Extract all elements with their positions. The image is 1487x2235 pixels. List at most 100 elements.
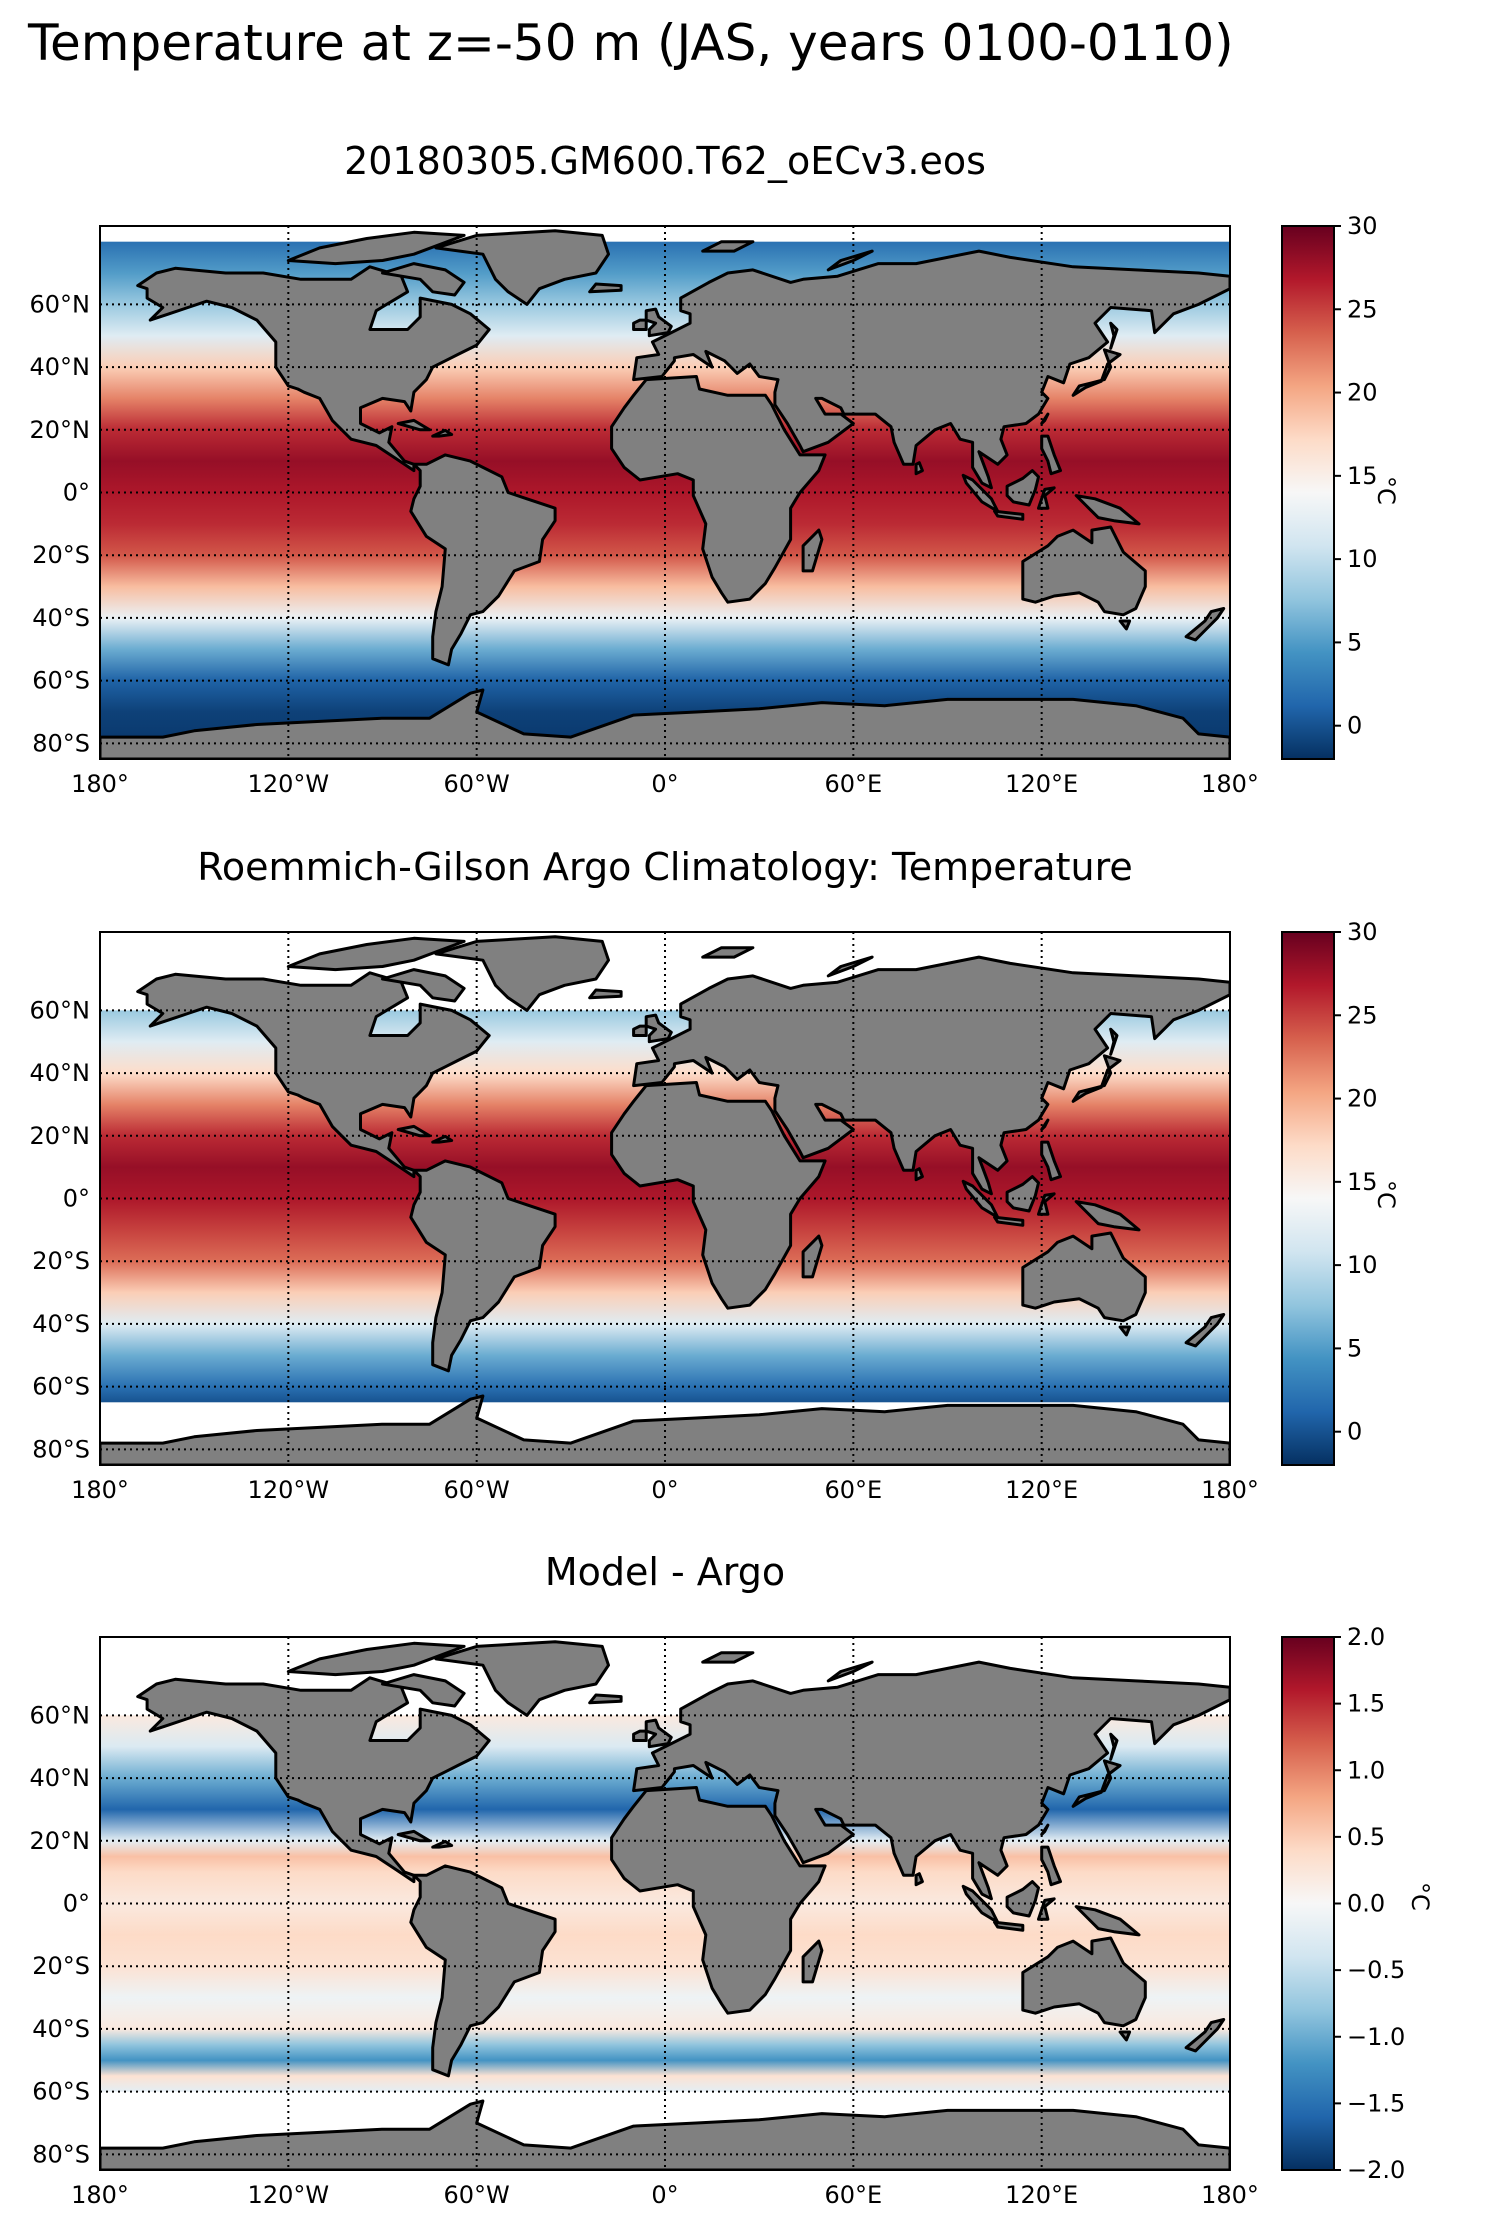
panel-3-x-tick-label: 120°E <box>1005 2181 1078 2209</box>
panel-1-eurasia-land <box>632 249 1230 490</box>
panel-2-ireland-land <box>632 1024 648 1037</box>
panel-2-philippines-land <box>1040 1140 1062 1182</box>
panel-1-x-tick-label: 0° <box>651 770 678 798</box>
panel-1-taiwan-land <box>1040 412 1050 425</box>
panel-1-sakhalin-land <box>1109 321 1119 350</box>
panel-3-java-land <box>993 1920 1025 1932</box>
panel-2-java-land <box>993 1215 1025 1227</box>
panel-1-x-tick-label: 180° <box>1201 770 1259 798</box>
panel-1-new-guinea-land <box>1074 494 1141 526</box>
panel-3-taiwan-land <box>1040 1823 1050 1836</box>
panel-2-cuba-land <box>396 1124 432 1138</box>
panel-3-graticule <box>100 1637 1230 2170</box>
panel-2-arctic-isles-land <box>286 936 466 972</box>
panel-1-south-america-land <box>409 453 557 667</box>
panel-1-borneo-land <box>1005 469 1040 507</box>
panel-2-eurasia-land <box>632 955 1230 1196</box>
panel-1-land-layer <box>100 229 1230 759</box>
panel-3-map: 180° 120°W 60°W 0° 60°E 120°E 180° 60°N 40°N 20°N… <box>30 1623 1406 2209</box>
panel-1-x-tick-label: 60°W <box>444 770 510 798</box>
panel-1-philippines-land <box>1040 434 1062 476</box>
panel-1-y-tick-label: 20°N <box>30 416 91 444</box>
panel-2-colorbar-tick-label: 25 <box>1347 1001 1378 1029</box>
panel-3-madagascar-land <box>801 1939 824 1984</box>
panel-3-x-tick-label: 0° <box>651 2181 678 2209</box>
panel-2-colorbar: 30 25 20 15 10 5 0 <box>1281 918 1378 1466</box>
panel-1-colorbar: 30 25 20 15 10 5 0 <box>1281 212 1378 760</box>
panel-3-colorbar-tick-label: 0.0 <box>1347 1890 1385 1918</box>
panel-1-x-tick-label: 120°E <box>1005 770 1078 798</box>
panel-3-ireland-land <box>632 1729 648 1742</box>
panel-2-y-tick-label: 60°S <box>32 1373 90 1401</box>
panel-2-colorbar-tick-label: 15 <box>1347 1168 1378 1196</box>
panel-3-colorbar-tick-label: −1.0 <box>1347 2023 1405 2051</box>
panel-1-japan-land <box>1071 348 1122 397</box>
panel-2-madagascar-land <box>801 1234 824 1279</box>
panel-1-y-tick-label: 60°N <box>30 290 91 318</box>
panel-2-new-zealand-land <box>1184 1313 1226 1348</box>
panel-1-australia-land <box>1021 525 1147 617</box>
panel-2-y-tick-label: 60°N <box>30 996 91 1024</box>
panel-3-svalbard-land <box>701 1651 755 1664</box>
panel-3-sri-lanka-land <box>914 1872 924 1887</box>
panel-1-axes-frame <box>99 225 1231 760</box>
panel-3-x-tick-label: 60°W <box>444 2181 510 2209</box>
panel-3-y-tick-label: 40°N <box>30 1764 91 1792</box>
panel-3-africa-land <box>610 1786 827 2015</box>
panel-3-y-tick-label: 20°N <box>30 1827 91 1855</box>
panel-1-graticule <box>100 226 1230 759</box>
panel-3-japan-land <box>1071 1759 1122 1808</box>
panel-3-y-tick-label: 80°S <box>32 2140 90 2168</box>
panel-3-y-tick-label: 20°S <box>32 1952 90 1980</box>
panel-1-colorbar-tick-label: 5 <box>1347 628 1362 656</box>
panel-1-north-america-land <box>136 265 491 473</box>
panel-2-taiwan-land <box>1040 1118 1050 1131</box>
panel-2-y-tick-label: 80°S <box>32 1435 90 1463</box>
panel-2-x-tick-label: 0° <box>651 1476 678 1504</box>
panel-2-greenland-land <box>434 935 610 1012</box>
panel-2-new-guinea-land <box>1074 1200 1141 1232</box>
panel-2-hispaniola-land <box>431 1134 454 1144</box>
panel-1-x-tick-label: 180° <box>71 770 129 798</box>
panel-1-greenland-land <box>434 229 610 306</box>
panel-1-colorbar-tick-label: 25 <box>1347 295 1378 323</box>
panel-2-colorbar-tick-label: 30 <box>1347 918 1378 946</box>
panel-3-colorbar-tick-label: 1.0 <box>1347 1756 1385 1784</box>
panel-3-colorbar-tick-label: −0.5 <box>1347 1956 1405 1984</box>
panel-2-colorbar-bar <box>1281 931 1335 1466</box>
panel-1-map: 180° 120°W 60°W 0° 60°E 120°E 180° 60°N 40°N 20°N… <box>30 212 1378 798</box>
panel-1-title: 20180305.GM600.T62_oECv3.eos <box>344 139 986 183</box>
panel-3-axes-frame <box>99 1636 1231 2171</box>
panel-2-colorbar-tick-label: 20 <box>1347 1085 1378 1113</box>
panel-1-baffin-island-land <box>381 262 466 297</box>
panel-1-x-tick-label: 120°W <box>248 770 330 798</box>
panel-2-y-tick-label: 40°S <box>32 1310 90 1338</box>
panel-2-y-tick-label: 40°N <box>30 1059 91 1087</box>
panel-3-colorbar-tick-label: 2.0 <box>1347 1623 1385 1651</box>
panel-2-australia-land <box>1021 1231 1147 1323</box>
panel-2-svalbard-land <box>701 946 755 959</box>
panel-2-colorbar-tick-label: 5 <box>1347 1334 1362 1362</box>
panel-3-south-america-land <box>409 1864 557 2078</box>
panel-2-land-layer <box>100 935 1230 1465</box>
panel-1-colorbar-tick-label: 15 <box>1347 462 1378 490</box>
panel-1-hispaniola-land <box>431 428 454 438</box>
panel-3-arctic-isles-land <box>286 1641 466 1677</box>
panel-2-novaya-zemlya-land <box>826 955 874 978</box>
panel-2-graticule <box>100 932 1230 1465</box>
panel-1-africa-land <box>610 375 827 604</box>
panel-1-sri-lanka-land <box>914 461 924 476</box>
panel-3-y-tick-label: 60°N <box>30 1701 91 1729</box>
panel-1-colorbar-bar <box>1281 225 1335 760</box>
panel-3-cuba-land <box>396 1829 432 1843</box>
panel-3-x-tick-label: 180° <box>1201 2181 1259 2209</box>
panel-3-y-tick-label: 40°S <box>32 2015 90 2043</box>
panel-3-new-guinea-land <box>1074 1905 1141 1937</box>
panel-2-axes-frame <box>99 931 1231 1466</box>
panel-2-north-america-land <box>136 971 491 1179</box>
panel-3-baffin-island-land <box>381 1673 466 1708</box>
panel-3-eurasia-land <box>632 1660 1230 1901</box>
panel-2-x-tick-label: 60°W <box>444 1476 510 1504</box>
panel-3-tasmania-land <box>1118 2030 1132 2042</box>
panel-2-y-tick-label: 20°S <box>32 1247 90 1275</box>
